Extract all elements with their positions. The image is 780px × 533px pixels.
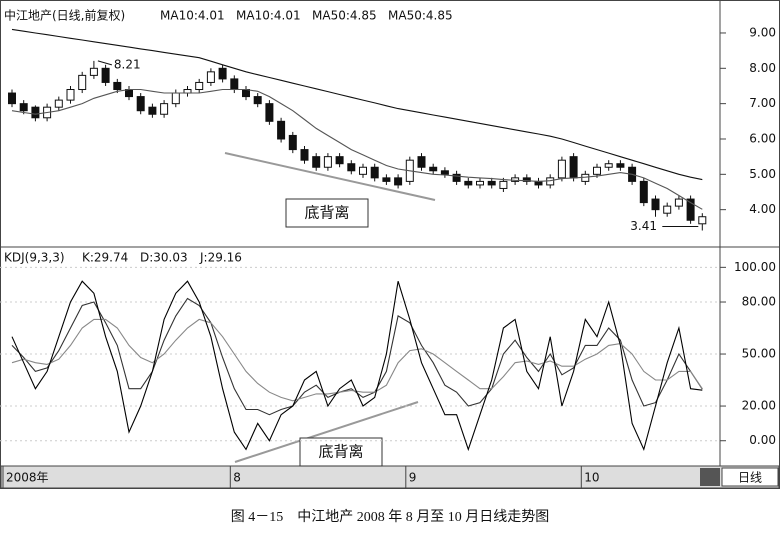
candle-body	[440, 170, 449, 175]
candle-body	[522, 177, 531, 182]
y-tick-label: 4.00	[749, 202, 776, 216]
candle-body	[195, 81, 204, 91]
candle-body	[499, 180, 508, 189]
annotation-arrow	[97, 60, 113, 66]
header-label: D:30.03	[140, 251, 188, 265]
candle-body	[230, 78, 239, 91]
line-series	[11, 88, 703, 210]
line-series	[11, 280, 703, 452]
candle-body	[171, 92, 180, 105]
line-series	[11, 318, 703, 402]
y-tick-label: 7.00	[749, 96, 776, 110]
candle-body	[651, 198, 660, 211]
y-tick-label: 50.00	[742, 347, 776, 361]
candle-body	[476, 180, 484, 186]
y-tick-label: 80.00	[742, 295, 776, 309]
candle-body	[452, 173, 461, 182]
candle-body	[347, 163, 356, 172]
candle-body	[253, 96, 262, 105]
annotation: 底背离	[304, 204, 349, 222]
line-series	[11, 28, 703, 181]
x-tick-label: 8	[233, 471, 241, 485]
candle-body	[557, 159, 566, 179]
candle-body	[593, 166, 601, 175]
candle-body	[242, 89, 250, 98]
candle-body	[370, 166, 379, 179]
y-tick-label: 100.00	[734, 260, 776, 274]
candle-body	[160, 103, 169, 115]
candle-body	[19, 103, 28, 112]
period-button[interactable]	[721, 467, 779, 487]
x-tick-label: 10	[584, 471, 599, 485]
header-label: 中江地产(日线,前复权)	[4, 8, 125, 23]
header-label: MA10:4.01	[160, 9, 225, 23]
candle-body	[206, 71, 215, 83]
candle-body	[417, 156, 426, 168]
candle-body	[288, 134, 297, 151]
candle-body	[698, 216, 707, 225]
header-label: KDJ(9,3,3)	[4, 251, 65, 265]
candle-body	[616, 163, 625, 168]
candle-body	[487, 180, 496, 186]
candle-body	[569, 156, 578, 179]
candle-body	[674, 198, 683, 207]
x-tick-label: 9	[409, 471, 417, 485]
frame	[0, 0, 780, 489]
y-tick-label: 6.00	[749, 131, 776, 145]
candle-body	[639, 180, 648, 204]
annotation: 8.21	[114, 57, 141, 71]
y-tick-label: 5.00	[749, 167, 776, 181]
candle-body	[394, 177, 403, 186]
y-tick-label: 9.00	[749, 25, 776, 39]
candle-body	[359, 166, 367, 175]
header-label: K:29.74	[82, 251, 128, 265]
y-tick-label: 20.00	[742, 399, 776, 413]
candle-body	[125, 89, 133, 98]
header-label: MA10:4.01	[236, 9, 301, 23]
y-tick-label: 8.00	[749, 61, 776, 75]
candle-body	[54, 99, 63, 108]
candle-body	[323, 156, 332, 168]
candle-body	[101, 67, 110, 83]
candle-body	[265, 103, 274, 122]
trend-line	[234, 401, 419, 463]
annotation-box	[299, 437, 383, 467]
candle-body	[312, 156, 321, 168]
candle-body	[335, 156, 344, 165]
y-tick-label: 0.00	[749, 433, 776, 447]
period-button-label[interactable]: 日线	[738, 471, 762, 485]
header-label: MA50:4.85	[312, 9, 377, 23]
candle-body	[429, 166, 438, 172]
candle-body	[686, 198, 695, 221]
annotation: 3.41	[630, 219, 657, 233]
header-label: J:29.16	[199, 251, 242, 265]
x-tick-label: 2008年	[6, 471, 49, 485]
candle-body	[382, 177, 391, 182]
candle-body	[277, 120, 286, 140]
candle-body	[89, 67, 98, 76]
candle-body	[31, 106, 40, 119]
annotation-box	[285, 198, 369, 228]
header-label: MA50:4.85	[388, 9, 453, 23]
candle-body	[78, 74, 87, 91]
candle-body	[113, 81, 122, 91]
candle-body	[66, 89, 75, 101]
candle-body	[8, 92, 16, 105]
annotation: 底背离	[318, 443, 363, 461]
candle-body	[218, 67, 227, 80]
candle-body	[663, 205, 672, 214]
time-strip	[0, 465, 780, 489]
candle-body	[148, 106, 157, 115]
candle-body	[604, 163, 613, 168]
candle-body	[136, 96, 145, 112]
candle-body	[464, 180, 473, 186]
trend-line	[224, 152, 436, 201]
scroll-box[interactable]	[700, 468, 720, 486]
candle-body	[300, 149, 309, 161]
caption: 图 4－15 中江地产 2008 年 8 月至 10 月日线走势图	[231, 509, 550, 525]
